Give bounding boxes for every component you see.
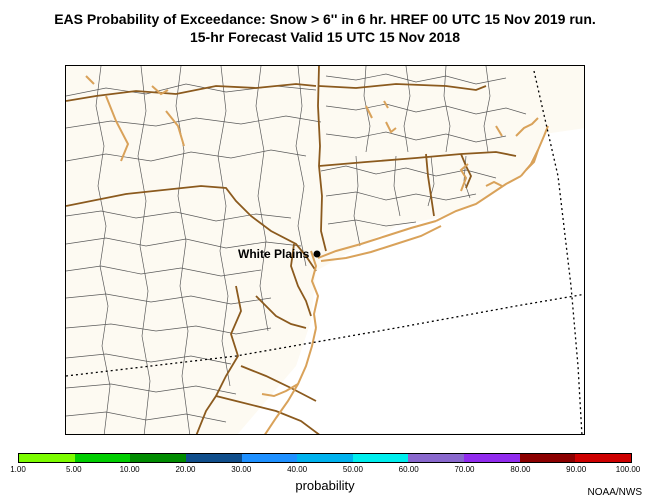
colorbar-tick-7: 50.00 (342, 465, 363, 474)
colorbar-tick-12: 100.00 (615, 465, 641, 474)
colorbar-tick-2: 5.00 (66, 465, 82, 474)
colorbar-tick-6: 40.00 (287, 465, 308, 474)
white-plains-marker (313, 250, 321, 258)
colorbar-segment-11 (575, 454, 632, 462)
state-boundaries (66, 66, 517, 434)
colorbar-tick-8: 60.00 (398, 465, 419, 474)
colorbar-tick-1: 1.00 (10, 465, 26, 474)
dotted-grid-lines (66, 70, 584, 434)
white-plains-label: White Plains (238, 247, 310, 261)
colorbar-segment-7 (352, 454, 409, 462)
colorbar-segment-10 (519, 454, 576, 462)
probability-colorbar (18, 453, 632, 463)
colorbar-segment-9 (464, 454, 520, 462)
colorbar-segment-1 (19, 454, 75, 462)
colorbar-segment-6 (297, 454, 353, 462)
colorbar-segment-8 (408, 454, 465, 462)
colorbar-tick-5: 30.00 (231, 465, 252, 474)
colorbar-label: probability (295, 478, 355, 493)
colorbar-tick-4: 20.00 (175, 465, 196, 474)
colorbar-tick-10: 80.00 (510, 465, 531, 474)
map-canvas (66, 66, 584, 434)
colorbar-segment-2 (74, 454, 131, 462)
map-title-line-2: 15-hr Forecast Valid 15 UTC 15 Nov 2018 (189, 29, 460, 45)
coastline (85, 75, 549, 434)
colorbar-segment-3 (130, 454, 186, 462)
credit-text: NOAA/NWS (587, 487, 642, 498)
colorbar-segment-4 (185, 454, 242, 462)
map-panel (65, 65, 585, 435)
colorbar-tick-9: 70.00 (454, 465, 475, 474)
map-title-line-1: EAS Probability of Exceedance: Snow > 6'… (54, 11, 596, 27)
ocean-region (237, 128, 584, 434)
colorbar-segment-5 (241, 454, 298, 462)
colorbar-tick-3: 10.00 (119, 465, 140, 474)
colorbar-tick-11: 90.00 (566, 465, 587, 474)
